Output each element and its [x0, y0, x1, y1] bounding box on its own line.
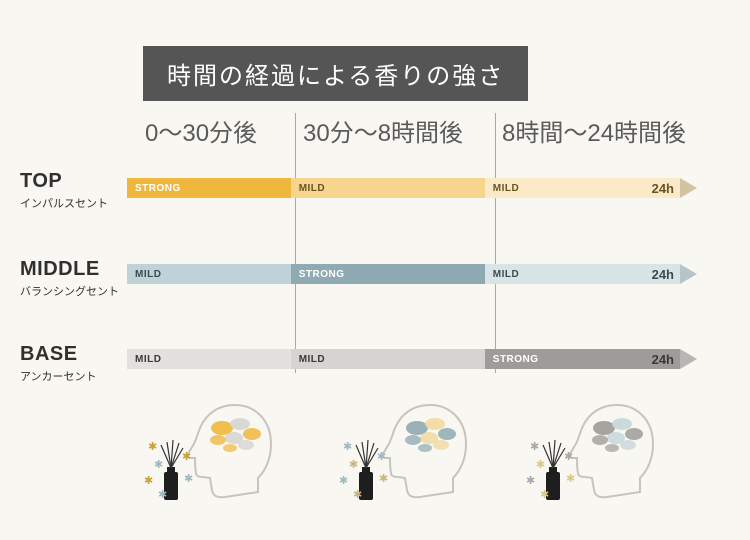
time-period-2: 30分〜8時間後	[303, 113, 463, 148]
svg-text:✱: ✱	[343, 441, 352, 453]
row-label-base: BASE アンカーセント	[20, 343, 97, 384]
scent-illustration-1: ✱ ✱ ✱ ✱ ✱ ✱	[140, 390, 310, 510]
end-label: 24h	[652, 264, 674, 284]
row-label-top: TOP インパルスセント	[20, 170, 108, 211]
intensity-bar-middle: MILDSTRONGMILD24h	[127, 264, 697, 284]
svg-text:✱: ✱	[564, 451, 573, 463]
end-label: 24h	[652, 349, 674, 369]
intensity-bar-top: STRONGMILDMILD24h	[127, 178, 697, 198]
end-label: 24h	[652, 178, 674, 198]
svg-text:✱: ✱	[536, 459, 545, 471]
brain-diffuser-icon: ✱ ✱ ✱ ✱ ✱ ✱	[335, 390, 505, 510]
svg-text:✱: ✱	[144, 475, 153, 487]
svg-text:✱: ✱	[379, 473, 388, 485]
svg-text:✱: ✱	[566, 473, 575, 485]
arrowhead-icon	[680, 349, 697, 369]
bar-segment: MILD	[291, 349, 485, 369]
row-name-jp: インパルスセント	[20, 195, 108, 211]
svg-text:✱: ✱	[148, 441, 157, 453]
divider-line-2	[495, 113, 496, 373]
brain-diffuser-icon: ✱ ✱ ✱ ✱ ✱ ✱	[522, 390, 692, 510]
bar-segment: MILD	[127, 264, 291, 284]
bar-segment: MILD	[291, 178, 485, 198]
divider-line-1	[295, 113, 296, 373]
scent-illustration-2: ✱ ✱ ✱ ✱ ✱ ✱	[335, 390, 505, 510]
svg-text:✱: ✱	[158, 489, 167, 501]
row-name-en: TOP	[20, 170, 108, 193]
intensity-bar-base: MILDMILDSTRONG24h	[127, 349, 697, 369]
chart-title: 時間の経過による香りの強さ	[143, 46, 528, 101]
svg-text:✱: ✱	[339, 475, 348, 487]
bar-segment: STRONG	[127, 178, 291, 198]
row-name-en: MIDDLE	[20, 258, 119, 281]
svg-text:✱: ✱	[154, 459, 163, 471]
scent-illustration-3: ✱ ✱ ✱ ✱ ✱ ✱	[522, 390, 692, 510]
svg-text:✱: ✱	[184, 473, 193, 485]
brain-diffuser-icon: ✱ ✱ ✱ ✱ ✱ ✱	[140, 390, 310, 510]
row-name-jp: バランシングセント	[20, 283, 119, 299]
svg-text:✱: ✱	[530, 441, 539, 453]
svg-text:✱: ✱	[377, 451, 386, 463]
arrowhead-icon	[680, 178, 697, 198]
arrowhead-icon	[680, 264, 697, 284]
row-name-en: BASE	[20, 343, 97, 366]
time-period-3: 8時間〜24時間後	[502, 113, 686, 148]
svg-text:✱: ✱	[182, 451, 191, 463]
row-label-middle: MIDDLE バランシングセント	[20, 258, 119, 299]
bar-segment: MILD	[127, 349, 291, 369]
bar-segment: STRONG	[291, 264, 485, 284]
row-name-jp: アンカーセント	[20, 368, 97, 384]
svg-text:✱: ✱	[353, 489, 362, 501]
svg-text:✱: ✱	[526, 475, 535, 487]
svg-text:✱: ✱	[540, 489, 549, 501]
time-period-1: 0〜30分後	[145, 113, 257, 148]
svg-text:✱: ✱	[349, 459, 358, 471]
